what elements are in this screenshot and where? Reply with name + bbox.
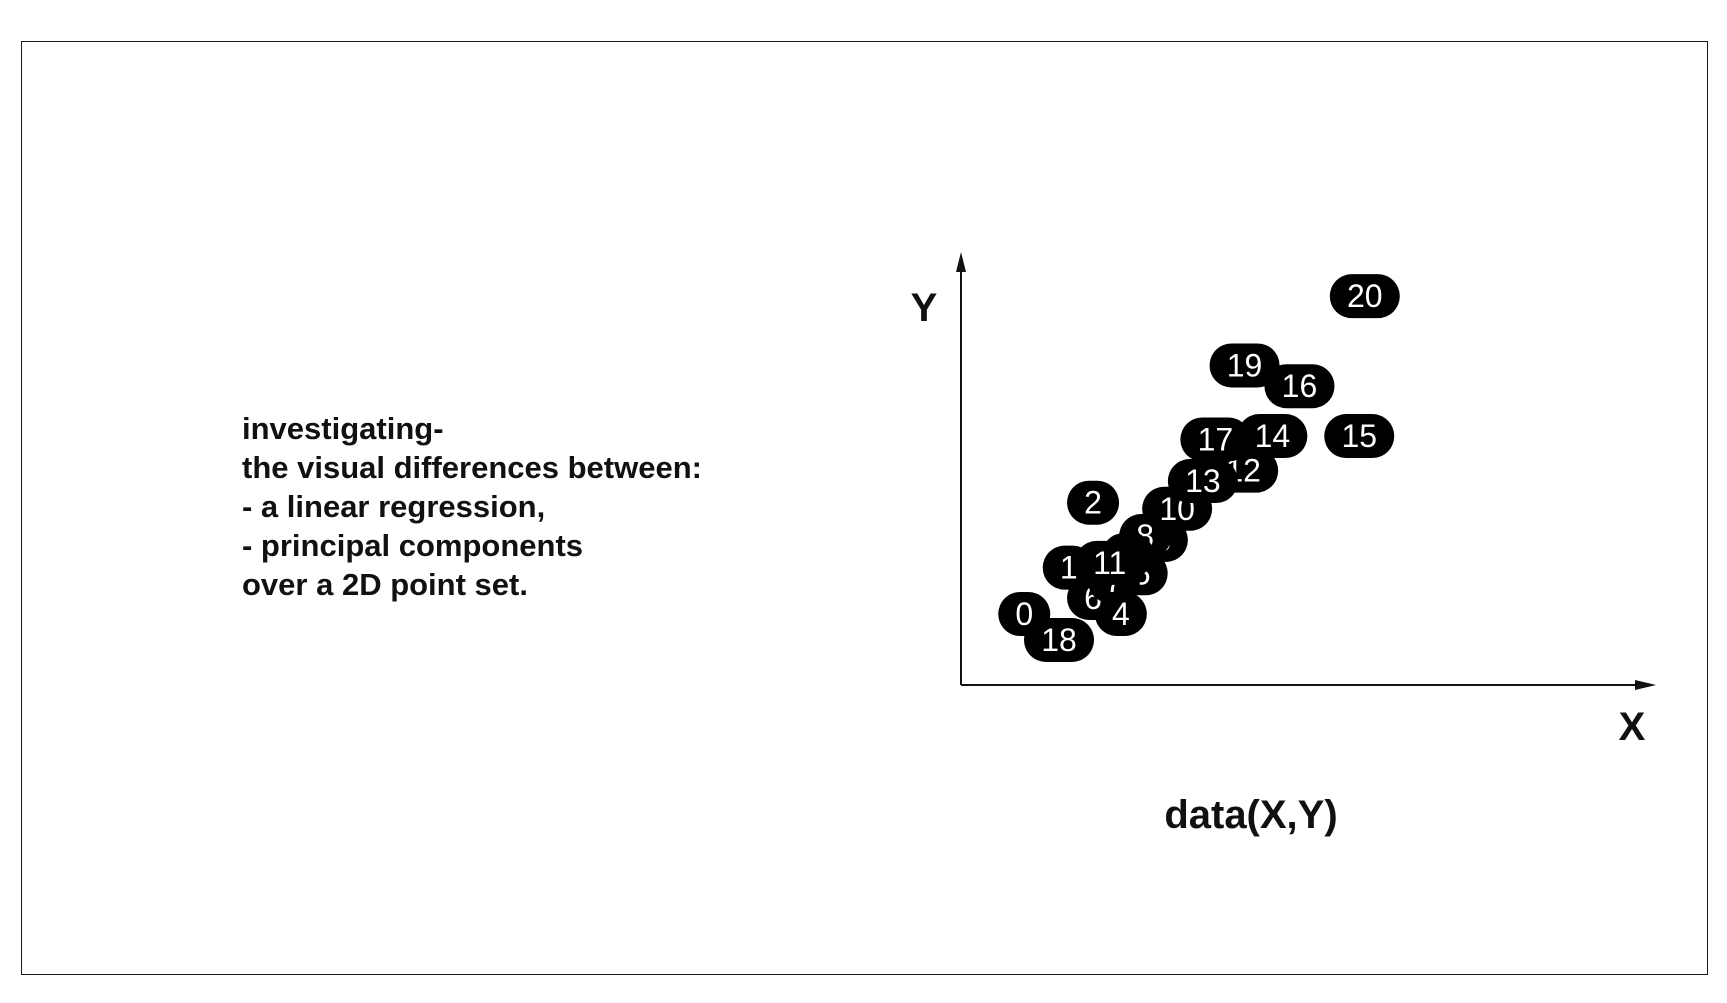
data-point-marker [1074,540,1145,585]
figure-frame [21,41,1708,975]
description-text: investigating- the visual differences be… [242,409,702,604]
data-point-marker [1237,414,1308,459]
data-point: 18 [1023,617,1094,662]
data-point-label: 18 [1041,622,1077,658]
data-point-marker [1329,274,1400,319]
data-point: 15 [1324,414,1395,459]
data-point: 11 [1074,540,1145,585]
data-point-marker [1167,459,1238,504]
description-line: investigating- [242,411,444,446]
chart-caption: data(X,Y) [1164,793,1337,837]
data-point-label: 14 [1255,418,1291,454]
axes: Y X [911,252,1656,749]
data-point: 14 [1237,414,1308,459]
data-point-label: 1 [1060,550,1078,586]
data-points: 01234567891011121314151617181920 [998,274,1400,662]
y-axis-label: Y [911,286,938,330]
data-point: 2 [1067,480,1120,525]
data-point-marker [1324,414,1395,459]
data-point: 16 [1264,364,1335,409]
data-point-marker [1264,364,1335,409]
data-point-label: 15 [1341,418,1377,454]
data-point: 13 [1167,459,1238,504]
data-point: 19 [1209,343,1280,388]
data-point-marker [1067,480,1120,525]
data-point-label: 20 [1347,278,1383,314]
data-point-label: 19 [1227,347,1263,383]
data-point-marker [1023,617,1094,662]
description-line: the visual differences between: [242,450,702,485]
x-axis-label: X [1619,705,1646,749]
description-line: - a linear regression, [242,489,546,524]
data-point-marker [1180,417,1251,462]
data-point-label: 13 [1185,463,1221,499]
data-point-label: 17 [1198,421,1234,457]
x-axis-arrowhead [1635,680,1656,690]
data-point: 20 [1329,274,1400,319]
data-point-label: 0 [1015,596,1033,632]
description-line: over a 2D point set. [242,567,528,602]
data-point-label: 11 [1093,545,1126,581]
data-point: 17 [1180,417,1251,462]
data-point-marker [1209,343,1280,388]
description-line: - principal components [242,528,584,563]
data-point-label: 2 [1084,485,1102,521]
y-axis-arrowhead [956,252,966,272]
data-point-label: 16 [1282,368,1318,404]
